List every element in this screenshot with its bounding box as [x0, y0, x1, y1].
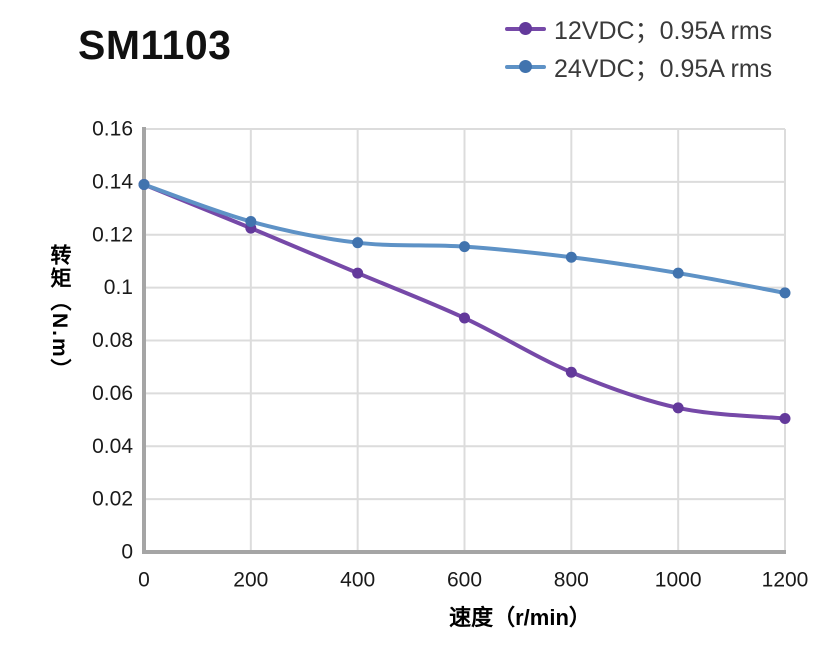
x-axis-title: 速度（r/min）	[449, 605, 591, 630]
legend-label-12vdc: 12VDC；0.95A rms	[554, 16, 773, 45]
y-tick-label: 0.06	[92, 382, 133, 405]
data-point-marker-1	[565, 251, 577, 263]
data-point-marker-1	[138, 179, 150, 191]
y-tick-label: 0.16	[92, 118, 133, 141]
y-tick-label: 0	[121, 541, 133, 564]
data-point-marker-1	[672, 267, 684, 279]
y-tick-label: 0.04	[92, 435, 133, 458]
y-tick-label: 0.08	[92, 329, 133, 352]
x-tick-label: 1000	[655, 569, 702, 592]
data-point-marker-0	[565, 366, 577, 378]
legend-swatch-24vdc	[505, 59, 546, 74]
legend-item-12vdc: 12VDC；0.95A rms	[505, 13, 773, 45]
x-tick-label: 1200	[762, 569, 809, 592]
y-axis-title: 转矩（N.m）	[48, 244, 71, 382]
x-tick-label: 0	[138, 569, 150, 592]
legend: 12VDC；0.95A rms 24VDC；0.95A rms	[505, 13, 773, 83]
data-point-marker-0	[459, 312, 470, 324]
page-title: SM1103	[78, 22, 232, 68]
data-point-marker-1	[459, 241, 470, 253]
data-point-marker-0	[779, 412, 791, 424]
legend-marker-dot-icon	[519, 59, 532, 73]
x-tick-label: 800	[554, 569, 589, 592]
y-tick-label: 0.02	[92, 488, 133, 511]
data-point-marker-1	[352, 237, 364, 249]
legend-marker-dot-icon	[519, 21, 532, 35]
legend-swatch-12vdc	[505, 21, 546, 36]
data-point-marker-1	[779, 287, 791, 299]
y-tick-label: 0.1	[104, 276, 133, 299]
y-tick-label: 0.14	[92, 170, 133, 193]
x-tick-label: 600	[447, 569, 482, 592]
y-tick-label: 0.12	[92, 223, 133, 246]
legend-label-24vdc: 24VDC；0.95A rms	[554, 54, 773, 83]
legend-item-24vdc: 24VDC；0.95A rms	[505, 51, 773, 83]
x-tick-label: 200	[233, 569, 268, 592]
x-tick-label: 400	[340, 569, 375, 592]
data-point-marker-0	[352, 267, 364, 279]
data-point-marker-0	[672, 402, 684, 414]
data-point-marker-1	[245, 216, 257, 228]
